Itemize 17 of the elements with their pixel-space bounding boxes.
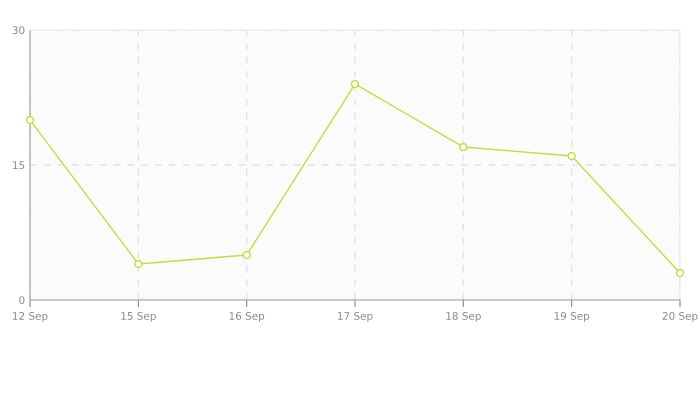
- point: [676, 268, 684, 278]
- point: [134, 260, 142, 268]
- x-tick-label: 20 Sep: [662, 312, 698, 322]
- y-tick-label: 0: [19, 296, 24, 304]
- x-tick-label: 15 Sep: [121, 312, 156, 322]
- point: [568, 152, 576, 160]
- point: [350, 80, 360, 88]
- y-tick-label: 30: [12, 26, 24, 34]
- point: [242, 250, 251, 260]
- x-tick-label: 18 Sep: [446, 312, 481, 322]
- y-tick-label: 15: [13, 161, 24, 170]
- x-tick-label: 19 Sep: [554, 312, 590, 322]
- point: [26, 116, 34, 124]
- point: [459, 142, 468, 152]
- x-tick-label: 16 Sep: [230, 312, 264, 322]
- x-tick-label: 12 Sep: [13, 312, 48, 322]
- x-tick-label: 17 Sep: [338, 312, 373, 322]
